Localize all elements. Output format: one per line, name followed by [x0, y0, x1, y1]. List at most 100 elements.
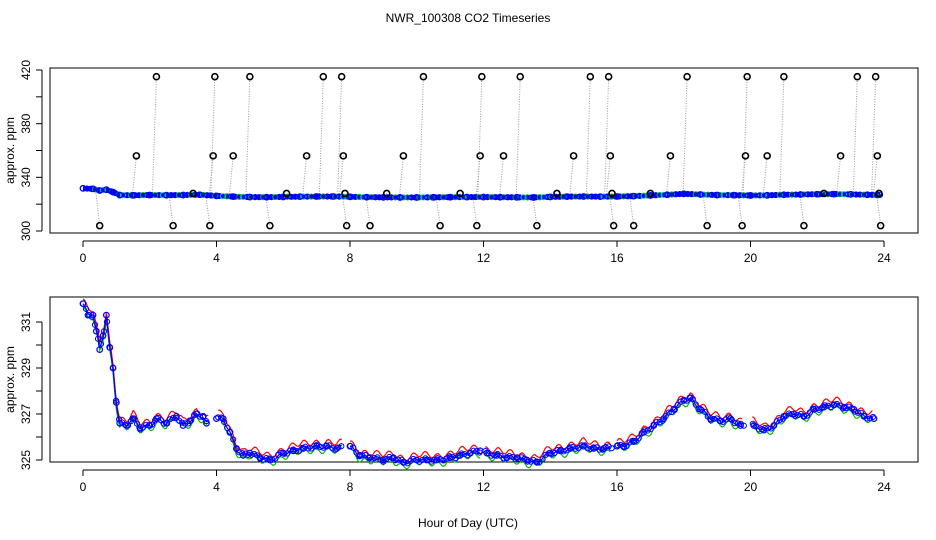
bottom-series-point: [560, 448, 567, 455]
top-spike-points: [95, 72, 885, 230]
bottom-data-point: [830, 401, 838, 409]
top-y-tick-label: 420: [19, 60, 33, 80]
bottom-data-point: [102, 311, 110, 319]
bottom-x-tick-label: 16: [610, 480, 624, 494]
spike-point: [339, 152, 348, 160]
bottom-series-point: [103, 318, 111, 325]
baseline-point: [672, 191, 679, 198]
bottom-data-point: [163, 419, 170, 427]
bottom-series-point: [566, 444, 573, 451]
spike-point: [853, 72, 862, 81]
bottom-data-point: [266, 456, 274, 464]
spike-connector: [168, 195, 174, 226]
bottom-data-point: [179, 422, 187, 429]
top-x-tick-label: 8: [347, 251, 354, 265]
spike-point: [533, 221, 541, 230]
spike-connector: [342, 196, 348, 226]
bottom-series-point: [386, 453, 393, 461]
baseline-point: [660, 191, 667, 199]
bottom-series-point: [350, 444, 357, 451]
spike-connector: [665, 155, 671, 195]
bottom-series: [79, 298, 878, 470]
baseline-point: [624, 193, 631, 200]
baseline-data-point: [847, 190, 855, 198]
bottom-series-point: [728, 416, 735, 423]
baseline-point: [368, 194, 375, 201]
spike-point: [456, 189, 464, 198]
bottom-x-axis: 0 4 8 12 16 20 24: [80, 469, 891, 494]
baseline-data-point: [430, 193, 437, 201]
baseline-data-point: [480, 193, 487, 201]
baseline-point: [200, 191, 207, 199]
spike-point: [132, 152, 141, 160]
bottom-data-point: [687, 394, 694, 402]
bottom-data-point: [800, 412, 808, 420]
baseline-point: [760, 192, 767, 199]
baseline-point: [520, 194, 527, 201]
top-x-tick-label: 0: [80, 251, 87, 265]
bottom-data-point: [850, 406, 858, 413]
bottom-series-point: [422, 455, 429, 462]
baseline-data-point: [196, 191, 204, 199]
bottom-series-point: [293, 447, 300, 455]
bottom-data-point: [213, 415, 220, 423]
bottom-data-point: [333, 445, 341, 452]
baseline-point: [772, 191, 779, 199]
baseline-point: [600, 193, 607, 200]
baseline-point: [756, 192, 763, 199]
baseline-point: [436, 194, 443, 201]
baseline-data-point: [313, 193, 321, 200]
baseline-point: [384, 194, 391, 201]
bottom-series-point: [794, 412, 801, 419]
spike-point: [606, 152, 615, 160]
bottom-data-point: [122, 422, 130, 429]
bottom-data-point: [870, 415, 878, 423]
spike-point: [741, 152, 750, 160]
spike-point: [206, 221, 214, 230]
bottom-data-point: [650, 422, 658, 429]
baseline-point: [700, 191, 707, 198]
bottom-series-point: [281, 450, 288, 457]
baseline-point: [356, 193, 363, 201]
baseline-point: [400, 194, 407, 201]
bottom-data-point: [99, 332, 107, 340]
baseline-point: [392, 194, 399, 201]
baseline-data-point: [363, 193, 371, 201]
bottom-data-point: [186, 417, 194, 425]
spike-connector: [265, 197, 271, 226]
bottom-data-point: [466, 449, 474, 457]
baseline-point: [676, 190, 683, 198]
bottom-data-point: [136, 424, 144, 432]
spike-point: [366, 221, 374, 230]
spike-point: [419, 72, 428, 81]
baseline-point: [216, 192, 223, 200]
spike-connector: [609, 196, 615, 226]
baseline-data-point: [496, 193, 504, 201]
baseline-point: [576, 193, 583, 200]
bottom-data-point: [279, 449, 287, 457]
bottom-data-point: [413, 456, 421, 464]
baseline-point: [640, 192, 647, 199]
baseline-point: [224, 193, 231, 200]
bottom-data-point: [630, 438, 638, 446]
bottom-data-point: [750, 422, 758, 429]
baseline-data-point: [630, 192, 638, 200]
spike-connector: [742, 76, 748, 196]
bottom-series-point: [710, 415, 717, 423]
bottom-series-point: [656, 419, 663, 426]
top-baseline-series: [79, 184, 884, 201]
bottom-data-point: [670, 406, 678, 413]
baseline-data-point: [463, 193, 471, 201]
spike-point: [604, 72, 613, 81]
spike-point: [342, 221, 351, 230]
baseline-point: [572, 193, 579, 200]
spike-point: [209, 152, 217, 160]
baseline-point: [504, 194, 511, 201]
baseline-point: [724, 192, 731, 199]
bottom-series-point: [82, 305, 90, 312]
baseline-point: [99, 186, 107, 194]
top-spike-lines: [95, 76, 882, 226]
spike-connector: [245, 76, 251, 198]
baseline-point: [360, 194, 367, 201]
baseline-data-point: [179, 191, 187, 199]
